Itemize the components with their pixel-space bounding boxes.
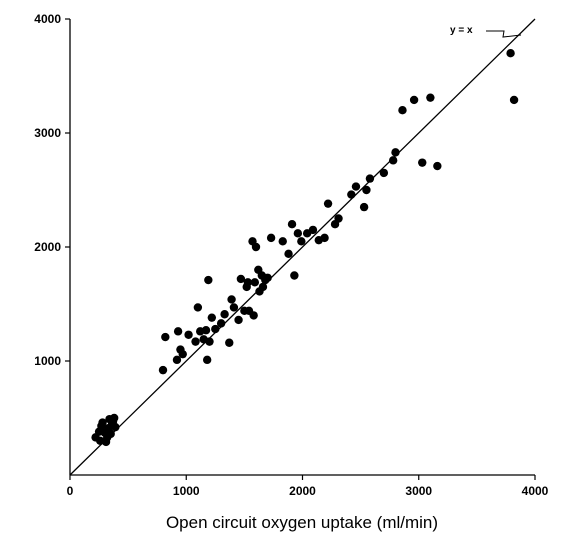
x-tick-label: 3000	[405, 484, 432, 498]
data-points	[91, 49, 519, 447]
data-point	[379, 168, 389, 178]
data-point	[191, 337, 200, 346]
data-point	[347, 190, 356, 199]
data-point	[266, 233, 276, 243]
data-point	[243, 278, 253, 287]
data-point	[365, 174, 375, 183]
data-point	[351, 182, 361, 191]
identity-line-annotation: y = x	[450, 25, 522, 38]
data-point	[204, 275, 213, 285]
data-point	[290, 271, 299, 280]
identity-line	[69, 18, 536, 476]
data-point	[323, 199, 333, 208]
data-point	[287, 220, 297, 229]
data-point	[251, 242, 261, 252]
data-point	[225, 338, 234, 347]
identity-line-leader	[486, 30, 522, 38]
data-point	[172, 355, 182, 365]
x-axis-title: Open circuit oxygen uptake (ml/min)	[166, 513, 438, 532]
data-point	[184, 330, 193, 339]
data-point	[109, 413, 119, 423]
data-point	[320, 233, 329, 243]
data-point	[398, 106, 407, 115]
x-tick-label: 4000	[522, 484, 549, 498]
data-point	[234, 315, 243, 325]
data-point	[418, 158, 427, 167]
data-point	[308, 225, 318, 235]
y-tick-label: 1000	[34, 354, 61, 368]
data-point	[362, 185, 371, 195]
data-point	[106, 429, 115, 439]
data-point	[284, 249, 293, 259]
data-point	[202, 355, 212, 365]
x-tick-label: 0	[67, 484, 74, 498]
data-point	[433, 161, 442, 171]
data-point	[334, 214, 343, 223]
y-tick-label: 3000	[34, 126, 61, 140]
identity-line-label: y = x	[450, 25, 473, 36]
data-point	[205, 337, 214, 346]
data-point	[207, 313, 217, 322]
data-point	[201, 326, 211, 335]
data-point	[227, 295, 236, 304]
data-point	[426, 93, 435, 102]
data-point	[293, 229, 303, 238]
data-point	[111, 422, 120, 432]
data-point	[193, 303, 203, 312]
data-point	[178, 349, 187, 359]
data-point	[158, 365, 168, 375]
y-tick-label: 2000	[34, 240, 61, 254]
data-point	[388, 156, 398, 165]
data-point	[278, 237, 287, 246]
data-point	[250, 278, 260, 287]
data-point	[391, 148, 400, 157]
data-point	[258, 282, 268, 292]
data-point	[216, 319, 226, 328]
data-point	[249, 311, 258, 320]
data-point	[509, 95, 519, 105]
data-point	[229, 303, 239, 312]
data-point	[236, 274, 246, 284]
x-tick-label: 2000	[289, 484, 316, 498]
data-point	[173, 327, 183, 336]
data-point	[98, 418, 107, 427]
data-point	[359, 202, 369, 212]
data-point	[220, 310, 229, 319]
y-tick-label: 4000	[34, 12, 61, 26]
data-point	[297, 237, 306, 246]
data-point	[506, 49, 515, 58]
data-point	[211, 324, 220, 334]
ticks: 0 1000 2000 3000 4000 1000 2000 3000 4000	[34, 12, 548, 498]
data-point	[161, 332, 170, 342]
data-point	[263, 273, 272, 282]
x-tick-label: 1000	[173, 484, 200, 498]
data-point	[409, 95, 419, 105]
